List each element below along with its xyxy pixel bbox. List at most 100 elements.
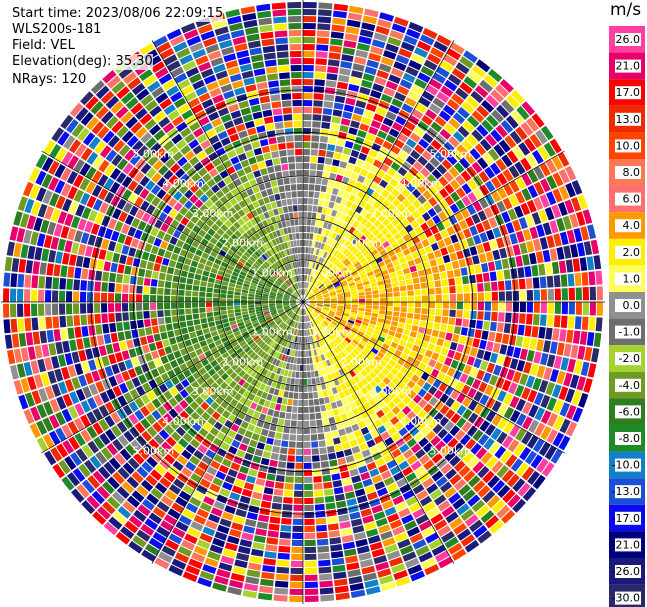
velocity-bin <box>323 305 330 308</box>
velocity-bin <box>365 253 373 260</box>
velocity-bin <box>163 104 176 116</box>
velocity-bin <box>549 341 558 355</box>
velocity-bin <box>249 194 257 203</box>
velocity-bin <box>273 343 279 350</box>
velocity-bin <box>325 344 331 351</box>
velocity-bin <box>196 539 211 550</box>
velocity-bin <box>317 355 323 362</box>
velocity-bin <box>272 495 283 503</box>
velocity-bin <box>322 171 330 179</box>
velocity-bin <box>284 483 294 490</box>
velocity-bin <box>353 324 360 330</box>
velocity-bin <box>173 268 182 276</box>
velocity-bin <box>270 256 277 263</box>
velocity-bin <box>288 312 294 317</box>
velocity-bin <box>292 364 297 371</box>
velocity-bin <box>242 223 250 232</box>
velocity-bin <box>283 257 288 264</box>
velocity-bin <box>66 170 78 185</box>
velocity-bin <box>329 324 335 330</box>
velocity-bin <box>215 470 227 481</box>
velocity-bin <box>125 444 137 456</box>
velocity-bin <box>294 385 299 392</box>
velocity-bin <box>307 306 313 312</box>
velocity-bin <box>522 254 530 266</box>
velocity-bin <box>348 504 359 513</box>
velocity-bin <box>515 255 523 267</box>
velocity-bin <box>549 248 558 261</box>
velocity-bin <box>280 322 286 329</box>
velocity-bin <box>417 155 428 166</box>
velocity-bin <box>178 490 191 502</box>
velocity-bin <box>71 488 85 503</box>
velocity-bin <box>360 471 371 481</box>
velocity-bin <box>282 206 289 213</box>
velocity-bin <box>174 415 185 425</box>
velocity-bin <box>345 372 352 380</box>
velocity-bin <box>357 175 366 184</box>
velocity-bin <box>307 307 312 313</box>
velocity-bin <box>352 258 359 265</box>
velocity-bin <box>332 17 346 26</box>
velocity-bin <box>221 318 229 324</box>
velocity-bin <box>230 398 239 407</box>
velocity-bin <box>105 344 114 355</box>
velocity-bin <box>64 456 77 471</box>
velocity-bin <box>352 229 360 237</box>
velocity-bin <box>275 253 281 260</box>
velocity-bin <box>247 423 256 432</box>
velocity-bin <box>400 291 407 297</box>
velocity-bin <box>238 200 247 209</box>
velocity-bin <box>205 432 216 443</box>
velocity-bin <box>121 176 133 188</box>
velocity-bin <box>281 323 287 330</box>
velocity-bin <box>130 238 140 248</box>
velocity-bin <box>390 227 398 236</box>
velocity-bin <box>323 297 330 300</box>
velocity-bin <box>470 310 477 320</box>
velocity-bin <box>335 261 342 268</box>
velocity-bin <box>305 343 308 350</box>
velocity-bin <box>296 336 300 343</box>
velocity-bin <box>451 149 463 161</box>
velocity-bin <box>303 434 311 441</box>
velocity-bin <box>261 38 275 47</box>
velocity-bin <box>444 450 456 462</box>
velocity-bin <box>290 300 296 302</box>
velocity-bin <box>392 396 402 405</box>
velocity-bin <box>452 223 462 233</box>
velocity-bin <box>264 336 271 343</box>
velocity-bin <box>209 483 221 493</box>
velocity-bin <box>248 468 258 477</box>
velocity-bin <box>484 384 494 396</box>
velocity-bin <box>545 327 553 340</box>
velocity-bin <box>508 382 518 395</box>
velocity-bin <box>290 420 297 427</box>
velocity-bin <box>318 440 326 448</box>
velocity-bin <box>162 401 173 412</box>
velocity-bin <box>352 408 360 416</box>
velocity-bin <box>356 223 364 231</box>
velocity-bin <box>305 308 309 315</box>
velocity-bin <box>195 268 203 275</box>
velocity-bin <box>71 377 81 390</box>
velocity-bin <box>345 185 354 193</box>
velocity-bin <box>333 437 341 445</box>
velocity-bin <box>455 62 470 75</box>
velocity-bin <box>169 236 178 246</box>
velocity-bin <box>203 422 213 432</box>
velocity-bin <box>238 378 246 387</box>
velocity-bin <box>244 430 253 439</box>
velocity-bin <box>227 348 235 355</box>
velocity-bin <box>212 537 226 548</box>
velocity-bin <box>291 371 296 378</box>
velocity-bin <box>387 213 396 222</box>
velocity-bin <box>421 238 430 248</box>
velocity-bin <box>371 143 381 152</box>
velocity-bin <box>311 320 316 327</box>
velocity-bin <box>481 99 495 113</box>
velocity-bin <box>333 102 344 110</box>
velocity-bin <box>103 461 116 475</box>
velocity-bin <box>383 386 392 395</box>
velocity-bin <box>74 230 83 243</box>
